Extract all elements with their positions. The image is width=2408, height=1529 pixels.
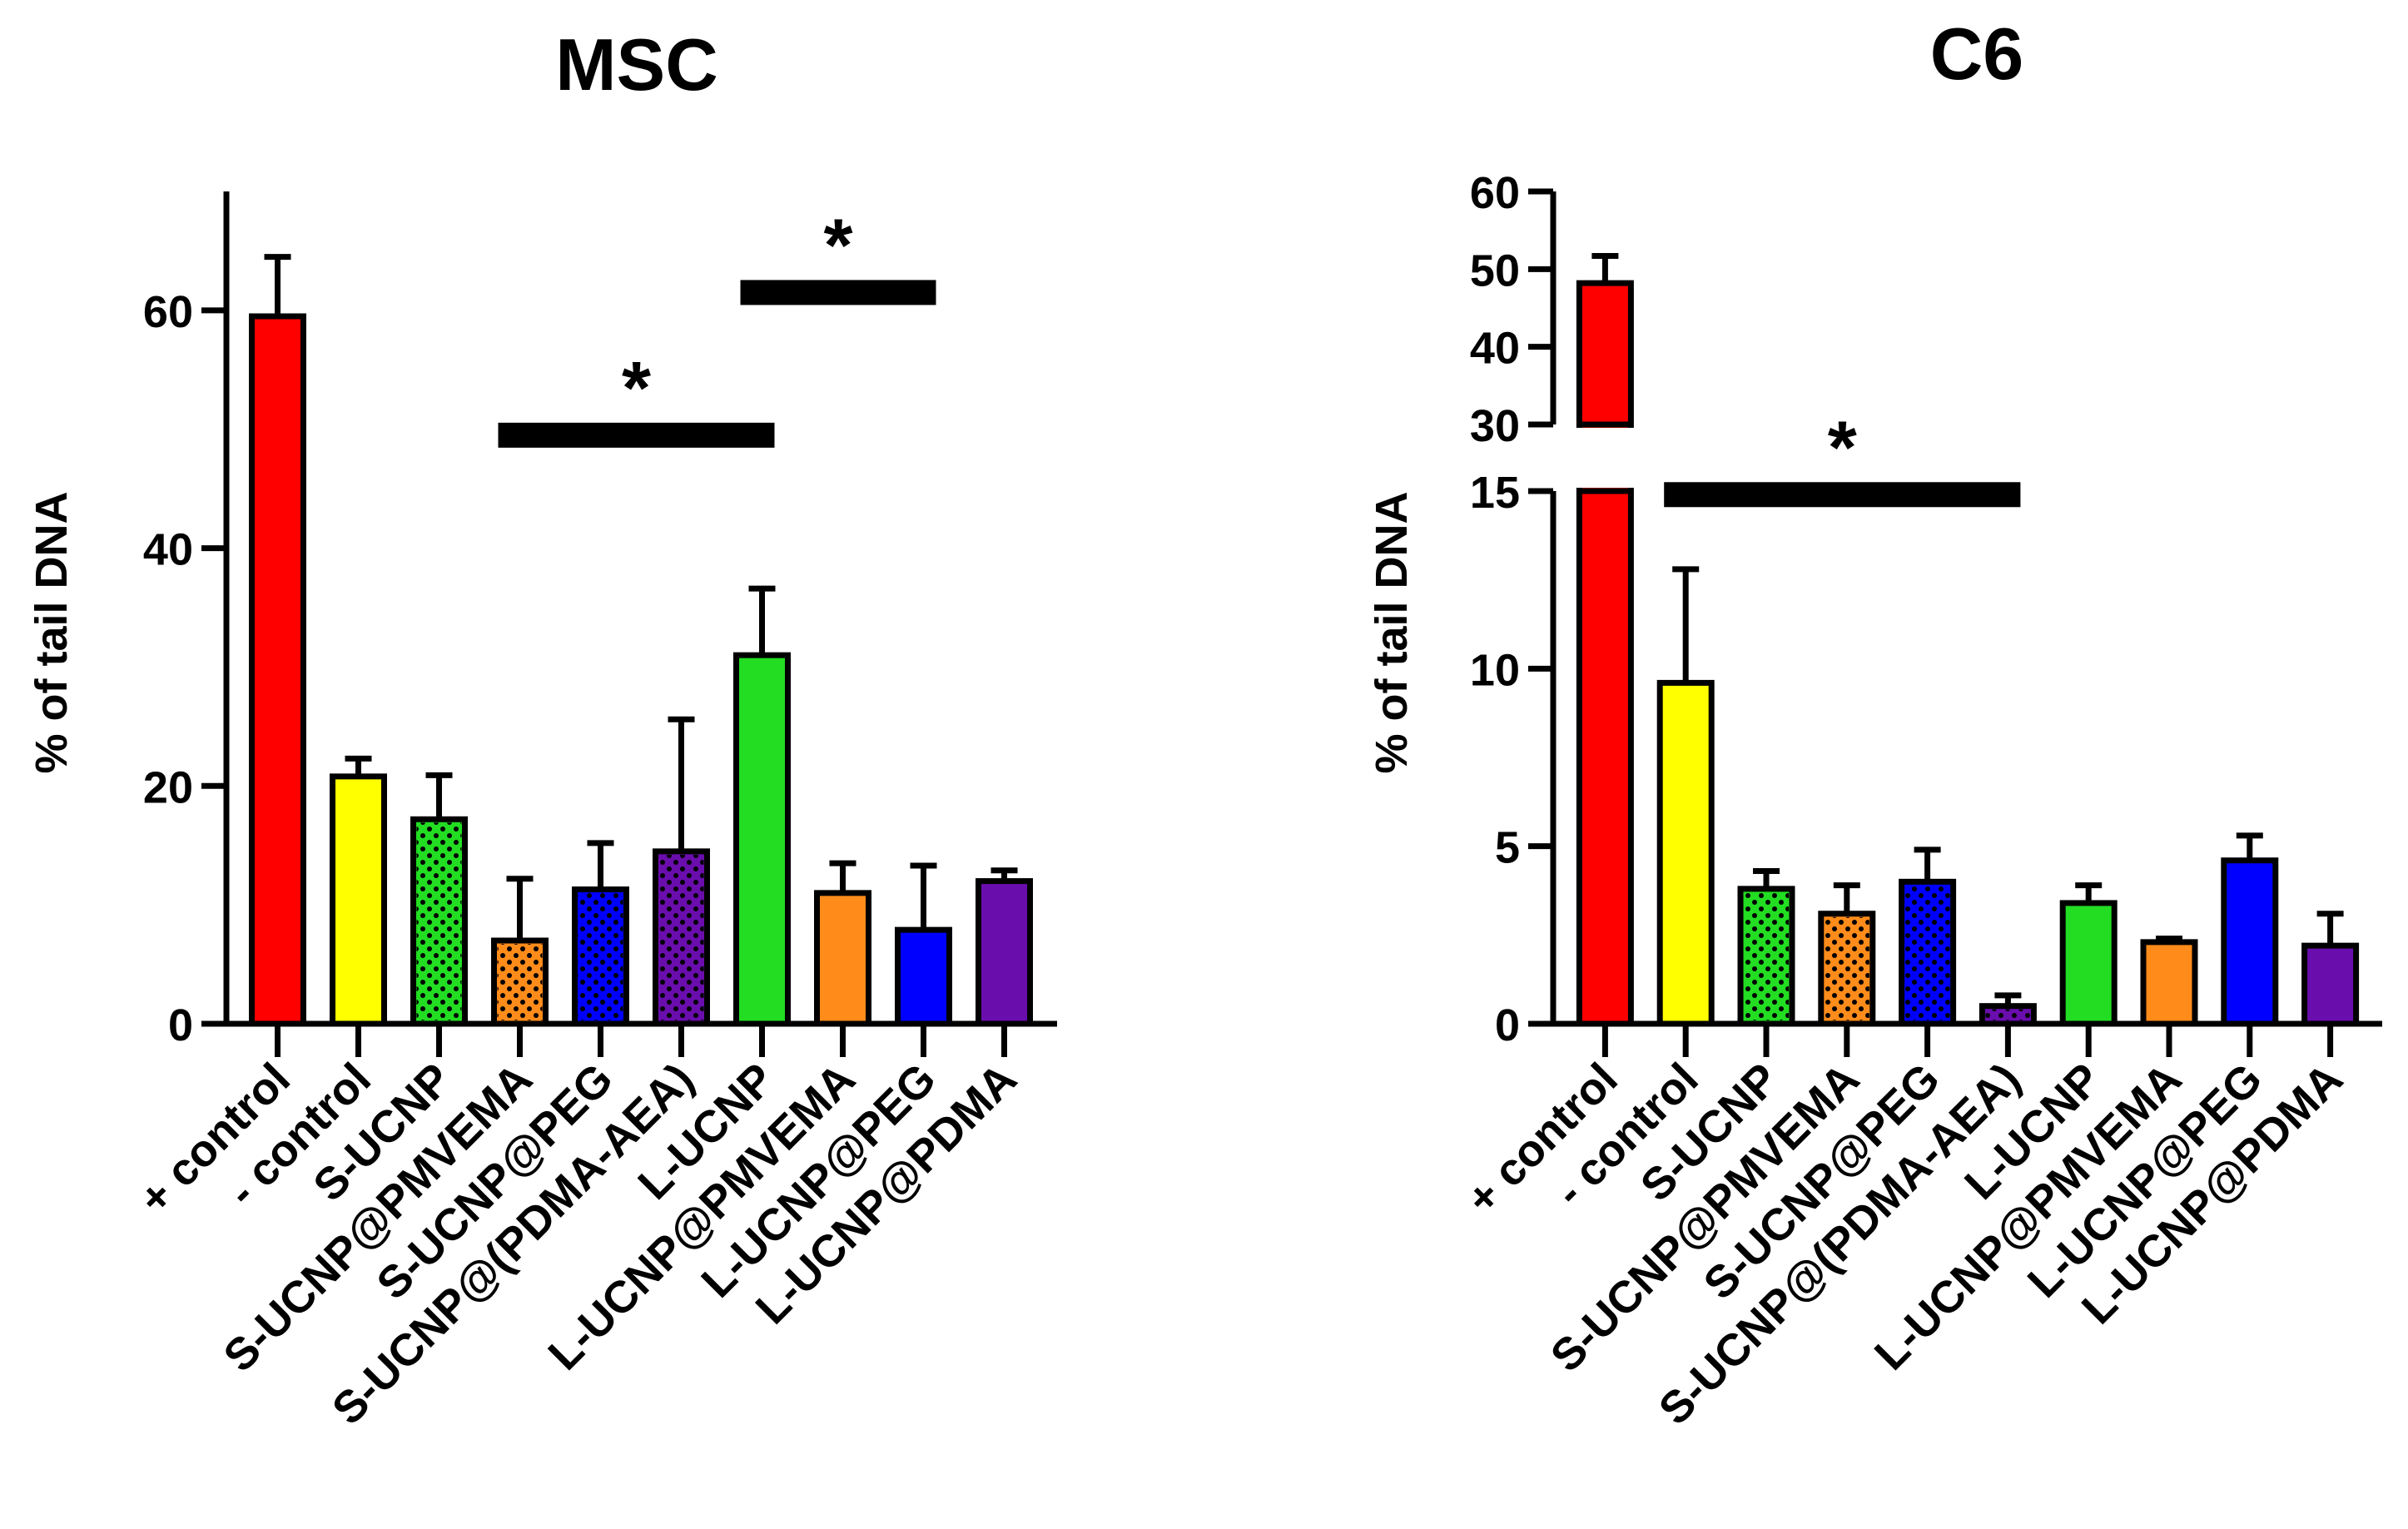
axis-break-gap	[1567, 428, 1643, 488]
y-tick-label: 15	[1470, 468, 1520, 518]
significance-star: *	[1828, 406, 1857, 489]
bar	[1576, 280, 1634, 1027]
y-tick-label: 30	[1470, 401, 1520, 451]
bar	[976, 878, 1033, 1027]
significance-bar	[498, 422, 775, 448]
c6-chart-title: C6	[1930, 12, 2024, 95]
msc-chart-title: MSC	[555, 23, 718, 106]
y-tick-label: 60	[1470, 168, 1520, 218]
bar-dot-pattern	[658, 854, 704, 1020]
bar	[733, 652, 791, 1027]
significance-bar	[1664, 482, 2021, 508]
y-tick-label: 40	[143, 525, 193, 575]
y-tick-label: 20	[143, 762, 193, 812]
c6-y-axis-label: % of tail DNA	[1367, 491, 1417, 773]
bar	[330, 773, 387, 1027]
y-tick-label: 5	[1495, 823, 1520, 873]
bar-dot-pattern	[578, 892, 623, 1020]
bar	[2059, 900, 2118, 1027]
bar	[249, 313, 306, 1027]
y-tick-label: 10	[1470, 645, 1520, 695]
bar	[1656, 679, 1715, 1027]
y-tick-label: 60	[143, 287, 193, 337]
bar-dot-pattern	[497, 944, 543, 1020]
bar	[895, 926, 952, 1027]
bar-dot-pattern	[1904, 885, 1950, 1020]
y-tick-label: 0	[168, 1000, 193, 1050]
y-tick-label: 40	[1470, 324, 1520, 374]
bar	[2221, 857, 2279, 1027]
bar	[2140, 939, 2198, 1027]
y-tick-label: 50	[1470, 246, 1520, 295]
bar-dot-pattern	[1824, 916, 1869, 1020]
msc-y-axis-label: % of tail DNA	[27, 491, 77, 773]
bar	[2301, 942, 2360, 1027]
bar-dot-pattern	[1744, 891, 1789, 1020]
significance-bar	[740, 280, 936, 305]
bar-dot-pattern	[1985, 1009, 2031, 1020]
y-tick-label: 0	[1495, 1000, 1520, 1050]
significance-star: *	[622, 347, 651, 430]
bar	[814, 890, 871, 1027]
bar-dot-pattern	[416, 822, 462, 1020]
significance-star: *	[823, 204, 852, 287]
